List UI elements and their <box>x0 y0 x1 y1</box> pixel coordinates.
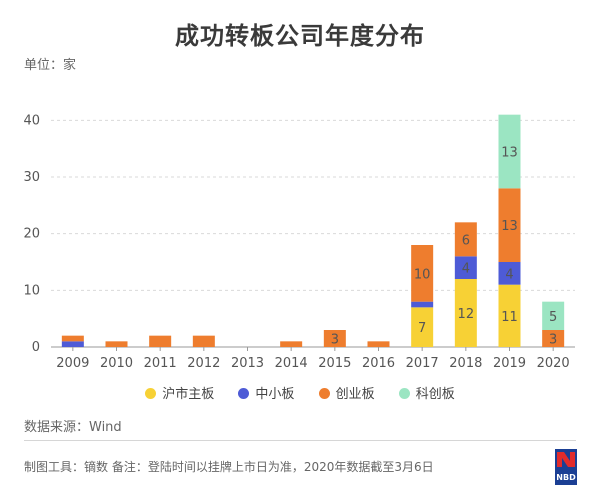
x-tick-label: 2014 <box>275 356 308 371</box>
bar-segment <box>411 307 434 347</box>
legend-label: 沪市主板 <box>162 387 215 402</box>
legend-item-star: 科创板 <box>398 383 455 402</box>
x-tick-label: 2019 <box>493 356 526 371</box>
legend: 沪市主板 中小板 创业板 科创板 <box>0 383 600 402</box>
bar-segment <box>411 301 434 308</box>
y-tick-label: 0 <box>32 340 40 355</box>
data-label: 6 <box>462 233 470 248</box>
y-tick-label: 20 <box>23 227 40 242</box>
legend-label: 科创板 <box>415 387 455 402</box>
x-tick-label: 2018 <box>449 356 482 371</box>
y-tick-label: 10 <box>23 283 40 298</box>
data-label: 11 <box>501 310 518 325</box>
data-label: 10 <box>414 267 431 282</box>
legend-swatch <box>238 388 250 399</box>
legend-swatch <box>398 388 410 399</box>
bar-segment <box>542 330 565 347</box>
x-tick-label: 2020 <box>537 356 570 371</box>
data-label: 3 <box>549 333 557 348</box>
legend-item-chinext: 创业板 <box>318 383 375 402</box>
bar-segment <box>192 335 215 347</box>
bar-segment <box>105 341 128 347</box>
bar-segment <box>367 341 390 347</box>
y-tick-label: 30 <box>23 170 40 185</box>
nbd-logo: NBD <box>555 449 577 485</box>
data-source: 数据来源：Wind <box>24 420 122 435</box>
bar-segment <box>454 256 477 279</box>
unit-label: 单位：家 <box>24 58 77 73</box>
data-label: 3 <box>331 333 339 348</box>
bar-segment <box>454 279 477 347</box>
data-label: 12 <box>458 307 475 322</box>
x-tick-label: 2015 <box>318 356 351 371</box>
bar-segment <box>542 301 565 330</box>
bar-segment <box>149 335 172 347</box>
bar-segment <box>498 262 521 285</box>
stacked-bar-chart: 0 10 20 30 40 2009 2010 2011 2012 2013 2014 3 2015 20… <box>23 113 575 371</box>
bar-segment <box>61 341 84 347</box>
y-tick-label: 40 <box>23 113 40 128</box>
x-tick-label: 2017 <box>406 356 439 371</box>
x-tick-label: 2013 <box>231 356 264 371</box>
legend-label: 中小板 <box>255 387 295 402</box>
x-tick-label: 2011 <box>144 356 177 371</box>
bar-segment <box>498 188 521 262</box>
legend-swatch <box>318 388 330 399</box>
bar-segment <box>498 114 521 189</box>
x-tick-label: 2010 <box>100 356 133 371</box>
bar-segment <box>454 222 477 257</box>
logo-text: NBD <box>556 473 576 482</box>
bar-segment <box>61 335 84 342</box>
bar-segment <box>498 284 521 347</box>
data-label: 13 <box>501 219 518 234</box>
x-tick-label: 2012 <box>187 356 220 371</box>
legend-item-sh-main: 沪市主板 <box>145 383 214 402</box>
legend-swatch <box>145 388 157 399</box>
bar-segment <box>280 341 303 347</box>
bar-segment <box>323 330 346 347</box>
legend-item-sme: 中小板 <box>238 383 294 402</box>
bar-segment <box>411 245 434 302</box>
chart-title: 成功转板公司年度分布 <box>175 22 425 50</box>
data-label: 5 <box>549 310 557 325</box>
data-label: 7 <box>418 321 426 336</box>
divider <box>24 440 576 441</box>
legend-label: 创业板 <box>335 387 375 402</box>
data-label: 13 <box>501 146 518 161</box>
data-label: 4 <box>505 267 513 282</box>
footnote: 制图工具：镝数 备注：登陆时间以挂牌上市日为准，2020年数据截至3月6日 <box>24 460 434 474</box>
x-tick-label: 2009 <box>56 356 89 371</box>
data-label: 4 <box>462 262 470 277</box>
x-tick-label: 2016 <box>362 356 395 371</box>
